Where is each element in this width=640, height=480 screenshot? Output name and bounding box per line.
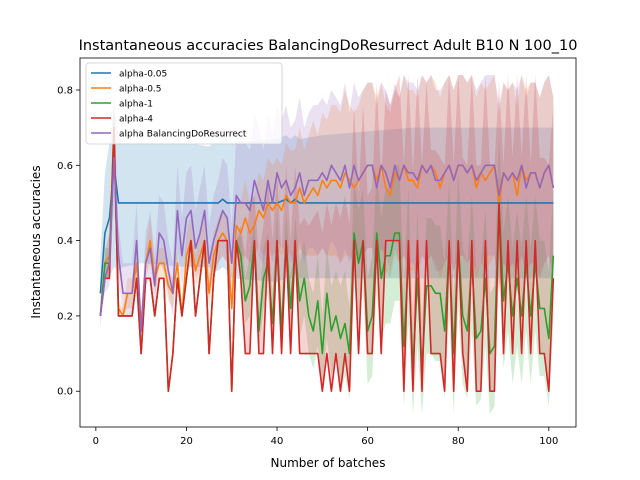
y-tick-label: 0.4 <box>57 236 73 247</box>
y-axis-ticks: 0.0 0.2 0.4 0.6 0.8 <box>57 86 80 398</box>
legend-label: alpha BalancingDoResurrect <box>119 130 247 140</box>
x-tick-label: 0 <box>93 436 99 447</box>
legend-label: alpha-4 <box>119 115 153 125</box>
legend-label: alpha-0.5 <box>119 85 162 95</box>
x-tick-label: 40 <box>271 436 284 447</box>
legend-label: alpha-0.05 <box>119 70 167 80</box>
alpha-4-line <box>99 126 555 393</box>
alpha-0-5-line <box>99 126 555 325</box>
series-lines <box>99 126 555 393</box>
legend-label: alpha-1 <box>119 100 153 110</box>
alpha-4-band <box>100 74 554 392</box>
legend: alpha-0.05 alpha-0.5 alpha-1 alpha-4 alpha B… <box>85 62 283 145</box>
legend-box <box>85 62 283 145</box>
y-axis-label: Instantaneous accuracies <box>29 165 43 318</box>
x-axis-ticks: 0 20 40 60 80 100 <box>93 427 558 447</box>
x-axis-label: Number of batches <box>271 456 386 470</box>
y-tick-label: 0.6 <box>57 161 73 172</box>
y-tick-label: 0.0 <box>57 387 73 398</box>
chart-title: Instantaneous accuracies BalancingDoResu… <box>79 38 578 54</box>
alpha-1-band <box>100 90 554 414</box>
plot-area-frame <box>79 57 577 428</box>
x-tick-label: 100 <box>539 436 558 447</box>
alpha-balancingdoresurrect-line <box>99 156 555 332</box>
x-tick-label: 80 <box>452 436 465 447</box>
y-tick-label: 0.8 <box>57 86 73 97</box>
y-tick-label: 0.2 <box>57 311 73 322</box>
alpha-0-05-line <box>99 164 554 294</box>
x-tick-label: 60 <box>361 436 374 447</box>
alpha-0-05-band <box>100 108 554 328</box>
x-tick-label: 20 <box>180 436 193 447</box>
